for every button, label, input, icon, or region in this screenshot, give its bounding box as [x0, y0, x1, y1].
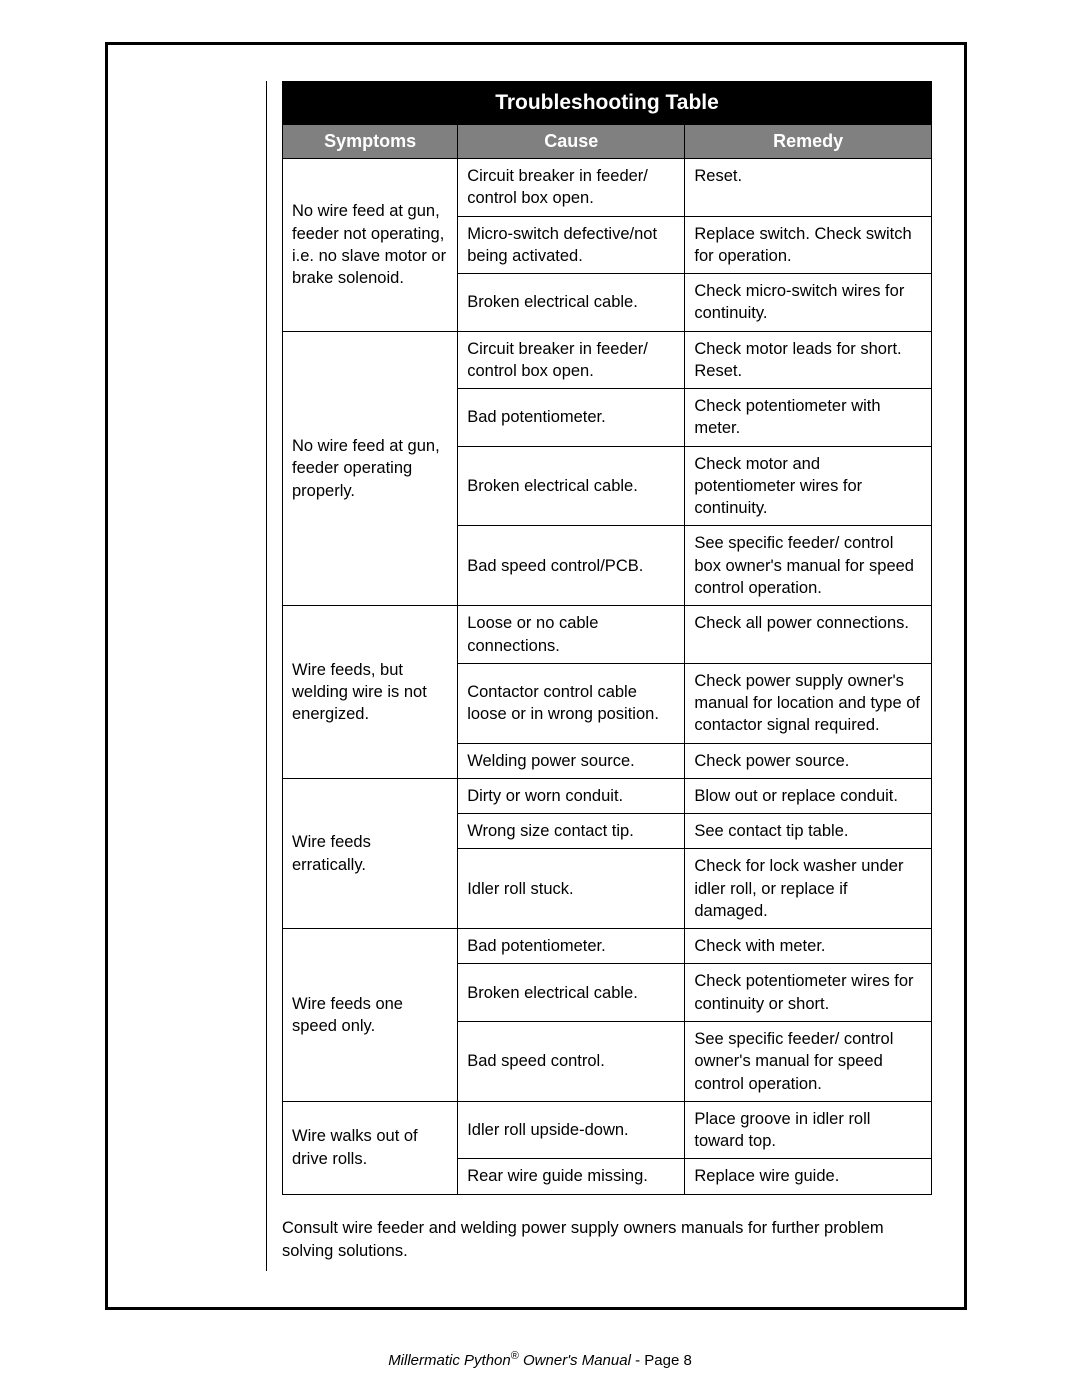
cell-cause: Circuit breaker in feeder/ control box o…: [458, 331, 685, 389]
cell-cause: Rear wire guide missing.: [458, 1159, 685, 1194]
cell-remedy: Check potentiometer wires for continuity…: [685, 964, 932, 1022]
table-row: No wire feed at gun, feeder not operatin…: [283, 159, 932, 217]
table-title-row: Troubleshooting Table: [283, 82, 932, 125]
cell-symptom: No wire feed at gun, feeder not operatin…: [283, 159, 458, 332]
cell-symptom: Wire feeds erratically.: [283, 778, 458, 928]
cell-remedy: Check power supply owner's manual for lo…: [685, 663, 932, 743]
content-area: Troubleshooting Table Symptoms Cause Rem…: [282, 81, 932, 1263]
page-footer: Millermatic Python® Owner's Manual - Pag…: [0, 1350, 1080, 1369]
footer-product: Millermatic Python: [388, 1352, 511, 1369]
troubleshooting-table: Troubleshooting Table Symptoms Cause Rem…: [282, 81, 932, 1195]
cell-cause: Circuit breaker in feeder/ control box o…: [458, 159, 685, 217]
cell-remedy: Check with meter.: [685, 929, 932, 964]
cell-remedy: Check power source.: [685, 743, 932, 778]
cell-remedy: Check micro-switch wires for continuity.: [685, 274, 932, 332]
header-remedy: Remedy: [685, 125, 932, 159]
cell-symptom: Wire feeds, but welding wire is not ener…: [283, 606, 458, 779]
cell-cause: Bad speed control.: [458, 1021, 685, 1101]
cell-cause: Idler roll upside-down.: [458, 1101, 685, 1159]
cell-remedy: Check for lock washer under idler roll, …: [685, 849, 932, 929]
cell-cause: Contactor control cable loose or in wron…: [458, 663, 685, 743]
table-body: No wire feed at gun, feeder not operatin…: [283, 159, 932, 1195]
cell-cause: Bad speed control/PCB.: [458, 526, 685, 606]
page-frame: Troubleshooting Table Symptoms Cause Rem…: [105, 42, 967, 1310]
cell-cause: Broken electrical cable.: [458, 964, 685, 1022]
footer-page: - Page 8: [631, 1352, 692, 1369]
cell-cause: Wrong size contact tip.: [458, 814, 685, 849]
cell-cause: Loose or no cable connections.: [458, 606, 685, 664]
footer-manual: Owner's Manual: [519, 1352, 631, 1369]
cell-remedy: Check motor leads for short. Reset.: [685, 331, 932, 389]
cell-remedy: Replace switch. Check switch for operati…: [685, 216, 932, 274]
cell-symptom: No wire feed at gun, feeder operating pr…: [283, 331, 458, 606]
cell-symptom: Wire feeds one speed only.: [283, 929, 458, 1102]
table-row: Wire walks out of drive rolls.Idler roll…: [283, 1101, 932, 1159]
cell-cause: Idler roll stuck.: [458, 849, 685, 929]
table-header-row: Symptoms Cause Remedy: [283, 125, 932, 159]
cell-remedy: Check potentiometer with meter.: [685, 389, 932, 447]
cell-remedy: See specific feeder/ control box owner's…: [685, 526, 932, 606]
table-row: No wire feed at gun, feeder operating pr…: [283, 331, 932, 389]
cell-remedy: Check motor and potentiometer wires for …: [685, 446, 932, 526]
cell-remedy: Reset.: [685, 159, 932, 217]
cell-cause: Broken electrical cable.: [458, 274, 685, 332]
cell-cause: Micro-switch defective/not being activat…: [458, 216, 685, 274]
footnote: Consult wire feeder and welding power su…: [282, 1217, 932, 1263]
cell-symptom: Wire walks out of drive rolls.: [283, 1101, 458, 1194]
footer-reg: ®: [511, 1350, 519, 1362]
cell-cause: Bad potentiometer.: [458, 929, 685, 964]
table-row: Wire feeds erratically.Dirty or worn con…: [283, 778, 932, 813]
table-row: Wire feeds, but welding wire is not ener…: [283, 606, 932, 664]
cell-remedy: Replace wire guide.: [685, 1159, 932, 1194]
cell-cause: Dirty or worn conduit.: [458, 778, 685, 813]
cell-cause: Welding power source.: [458, 743, 685, 778]
header-symptom: Symptoms: [283, 125, 458, 159]
cell-remedy: Place groove in idler roll toward top.: [685, 1101, 932, 1159]
cell-remedy: See contact tip table.: [685, 814, 932, 849]
table-title: Troubleshooting Table: [283, 82, 932, 125]
cell-cause: Broken electrical cable.: [458, 446, 685, 526]
cell-cause: Bad potentiometer.: [458, 389, 685, 447]
table-row: Wire feeds one speed only.Bad potentiome…: [283, 929, 932, 964]
cell-remedy: See specific feeder/ control owner's man…: [685, 1021, 932, 1101]
header-cause: Cause: [458, 125, 685, 159]
vertical-divider: [266, 81, 267, 1271]
cell-remedy: Check all power connections.: [685, 606, 932, 664]
cell-remedy: Blow out or replace conduit.: [685, 778, 932, 813]
